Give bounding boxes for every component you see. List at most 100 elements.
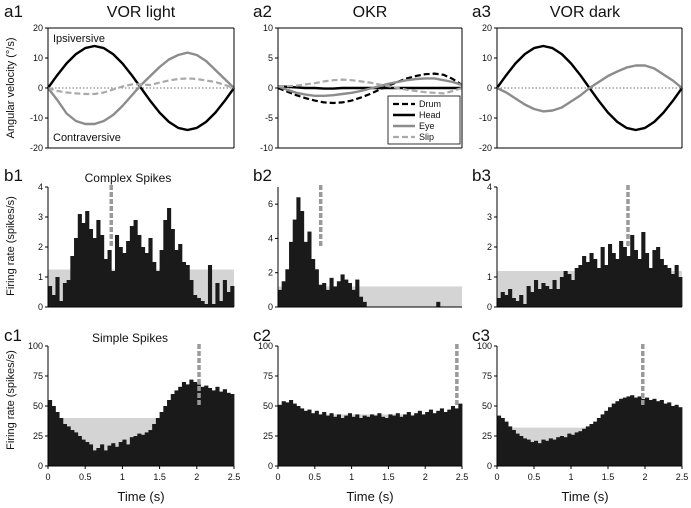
histogram-bar (114, 235, 120, 307)
histogram-bar (170, 229, 175, 307)
histogram-bar (48, 286, 53, 307)
histogram-bar (137, 235, 142, 307)
histogram-bar (414, 413, 419, 466)
histogram-bar (578, 265, 583, 307)
y-tick-label: 2 (268, 268, 273, 278)
histogram-bar (611, 253, 616, 307)
histogram-bar (347, 413, 352, 466)
histogram-bar (289, 241, 294, 307)
histogram-bar (611, 403, 616, 466)
histogram-bar (670, 406, 675, 466)
y-tick-label: 75 (263, 371, 273, 381)
histogram-bar (152, 424, 157, 466)
histogram-bar (167, 400, 172, 466)
histogram-bar (103, 450, 108, 466)
y-tick-label: 0 (487, 461, 492, 471)
histogram-bar (100, 235, 105, 307)
panel-label-b1: b1 (4, 166, 23, 185)
histogram-bar (559, 436, 564, 466)
x-axis-label-c3: Time (s) (561, 489, 608, 504)
x-tick-label: 1.5 (382, 472, 395, 482)
histogram-bar (92, 450, 97, 466)
y-tick-label: 3 (487, 212, 492, 222)
histogram-bar (497, 415, 502, 466)
panel-label-a1: a1 (4, 2, 23, 21)
histogram-bar (388, 414, 393, 466)
histogram-bar (163, 406, 168, 466)
histogram-bar (285, 402, 290, 466)
histogram-bar (181, 382, 187, 466)
histogram-bar (189, 379, 194, 466)
histogram-bar (596, 268, 601, 307)
histogram-bar (278, 404, 283, 466)
histogram-bar (55, 412, 60, 466)
histogram-bar (358, 296, 364, 307)
x-tick-label: 1.5 (602, 472, 615, 482)
histogram-bar (604, 410, 609, 466)
histogram-bar (410, 415, 415, 466)
histogram-bar (630, 395, 635, 466)
histogram-bar (504, 421, 509, 466)
series-line-eye (277, 77, 463, 98)
histogram-bar (589, 424, 594, 466)
histogram-bar (578, 431, 583, 466)
histogram-bar (111, 443, 116, 466)
histogram-bar (593, 421, 598, 466)
histogram-bar (522, 438, 527, 466)
histogram-bar (574, 432, 579, 466)
histogram-bar (296, 197, 301, 307)
histogram-bar (541, 283, 546, 307)
histogram-bar (314, 410, 319, 466)
x-tick-label: 0.5 (79, 472, 92, 482)
histogram-bar (425, 412, 430, 466)
histogram-bar (515, 301, 520, 307)
histogram-bar (458, 403, 463, 466)
y-tick-label: 0 (38, 302, 43, 312)
histogram-bar (511, 430, 516, 466)
histogram-bar (500, 418, 505, 466)
histogram-bar (215, 386, 220, 466)
histogram-bar (406, 412, 411, 466)
y-tick-label: 75 (482, 371, 492, 381)
histogram-bar (552, 280, 557, 307)
histogram-bar (633, 397, 638, 466)
histogram-bar (432, 413, 437, 466)
histogram-bar (454, 408, 459, 466)
x-axis-label-c2: Time (s) (346, 489, 393, 504)
panel-c1: 0 25 50 75 100 0 0.5 1 1.5 2 2.5 (28, 341, 240, 482)
histogram-bar (358, 418, 364, 466)
histogram-bar (226, 392, 231, 466)
histogram-bar (674, 265, 679, 307)
histogram-bar (155, 271, 160, 307)
histogram-bar (77, 214, 82, 307)
histogram-bar (526, 439, 531, 466)
histogram-bar (88, 229, 94, 307)
histogram-bar (126, 444, 131, 466)
histogram-bar (652, 398, 657, 466)
histogram-bar (508, 289, 513, 307)
y-tick-label: -10 (260, 143, 273, 153)
histogram-bar (548, 289, 553, 307)
histogram-bar (322, 283, 327, 307)
panel-b2: 0 2 4 6 (268, 185, 462, 312)
y-tick-label: -20 (30, 143, 43, 153)
histogram-bar (129, 437, 134, 466)
histogram-bar (399, 416, 404, 466)
histogram-bar (534, 440, 539, 466)
y-tick-label: 3 (38, 212, 43, 222)
histogram-bar (196, 298, 201, 307)
histogram-bar (200, 301, 205, 307)
y-tick-label: 0 (268, 461, 273, 471)
y-tick-label: 0 (268, 83, 273, 93)
histogram-bar (366, 416, 371, 466)
histogram-bar (159, 412, 164, 466)
histogram-bar (55, 277, 60, 307)
histogram-bar (85, 442, 90, 466)
histogram-bar (619, 241, 624, 307)
histogram-bar (281, 401, 286, 466)
y-tick-label: 4 (487, 182, 492, 192)
histogram-bar (311, 413, 316, 466)
histogram-bar (122, 253, 127, 307)
series-line-slip (278, 78, 463, 95)
histogram-bar (300, 211, 305, 307)
